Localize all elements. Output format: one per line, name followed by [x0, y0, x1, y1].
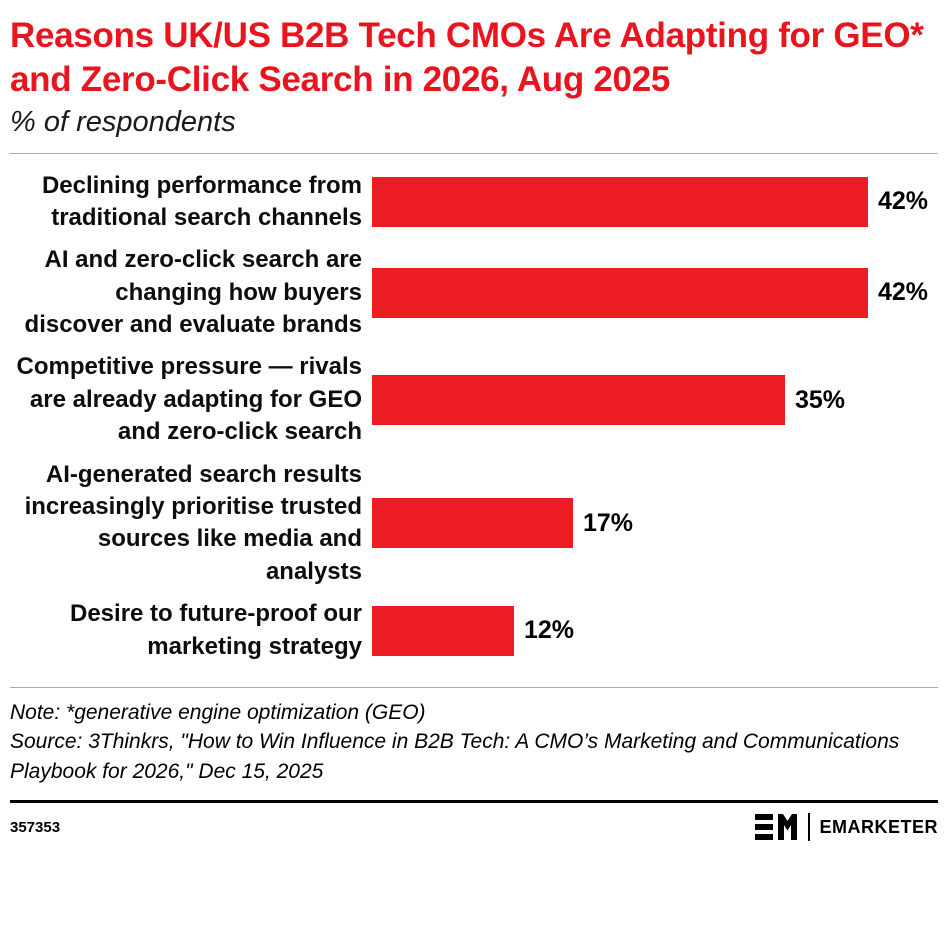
bar-track: 42%: [372, 267, 938, 318]
bar-category-label: AI-generated search results increasingly…: [24, 460, 362, 585]
logo-divider: [808, 813, 811, 842]
bar-value-label: 42%: [878, 278, 929, 307]
bar-row: AI and zero-click search are changing ho…: [10, 244, 938, 341]
bar-track: 42%: [372, 176, 938, 227]
bar-category-label: Competitive pressure — rivals are alread…: [16, 353, 362, 446]
bar-track: 35%: [372, 375, 938, 426]
bar-value-label: 35%: [795, 385, 846, 414]
notes-divider: [10, 686, 938, 688]
bar-row: Competitive pressure — rivals are alread…: [10, 351, 938, 448]
note-text: Note: *generative engine optimization (G…: [10, 700, 426, 724]
bar-value-label: 12%: [524, 616, 575, 645]
chart-subtitle: % of respondents: [10, 105, 236, 138]
top-divider: [10, 152, 938, 154]
notes-block: Note: *generative engine optimization (G…: [10, 688, 938, 786]
bar-category-label: AI and zero-click search are changing ho…: [24, 246, 362, 339]
emarketer-logo: EMARKETER: [753, 812, 938, 842]
bar: [372, 176, 868, 227]
footer: 357353 EMARKETER: [10, 800, 938, 842]
bar: [372, 605, 514, 656]
bar-value-label: 17%: [583, 508, 634, 537]
bar: [372, 375, 785, 426]
bar-chart: Declining performance from traditional s…: [10, 154, 938, 687]
bar-row: Desire to future-proof our marketing str…: [10, 598, 938, 663]
page-title: Reasons UK/US B2B Tech CMOs Are Adapting…: [10, 16, 924, 99]
bar-category-label: Declining performance from traditional s…: [41, 171, 362, 231]
bar: [372, 498, 573, 549]
em-logo-icon: [755, 814, 798, 841]
bar-value-label: 42%: [878, 187, 929, 216]
bar-row: Declining performance from traditional s…: [10, 170, 938, 235]
chart-id: 357353: [10, 818, 61, 836]
brand-name: EMARKETER: [819, 816, 938, 837]
bar: [372, 267, 868, 318]
bar-row: AI-generated search results increasingly…: [10, 459, 938, 589]
bar-category-label: Desire to future-proof our marketing str…: [70, 600, 362, 660]
source-text: Source: 3Thinkrs, "How to Win Influence …: [10, 730, 900, 783]
bar-track: 17%: [372, 498, 938, 549]
bar-track: 12%: [372, 605, 938, 656]
